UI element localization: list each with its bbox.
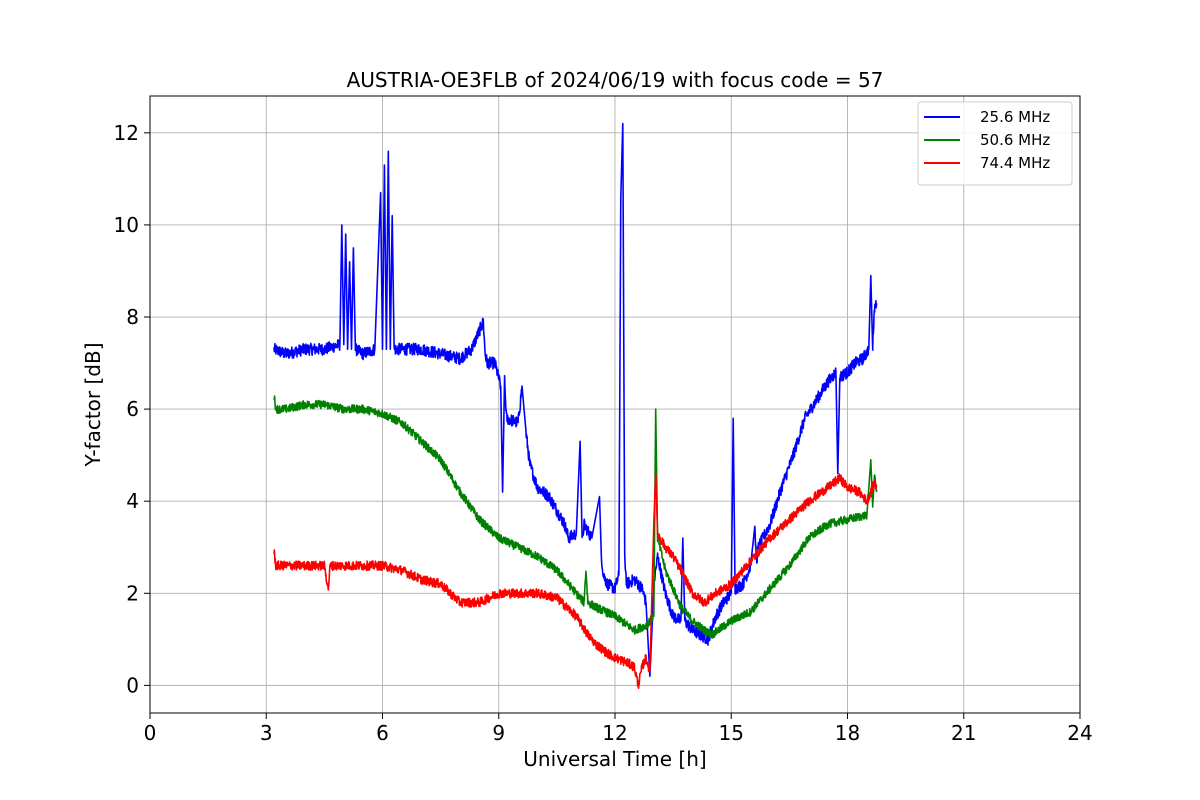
chart-title: AUSTRIA-OE3FLB of 2024/06/19 with focus … <box>347 68 884 92</box>
x-tick-label: 18 <box>835 721 860 745</box>
legend: 25.6 MHz 50.6 MHz 74.4 MHz <box>917 101 1073 186</box>
legend-label: 74.4 MHz <box>980 154 1050 172</box>
y-tick-label: 4 <box>126 489 139 513</box>
grid <box>149 96 1081 713</box>
legend-label: 50.6 MHz <box>980 131 1050 149</box>
legend-box <box>917 101 1073 186</box>
series-line-3 <box>273 472 878 689</box>
y-tick-label: 10 <box>114 213 139 237</box>
x-tick-label: 9 <box>492 721 505 745</box>
x-tick-label: 15 <box>719 721 744 745</box>
y-tick-label: 12 <box>114 121 139 145</box>
x-axis-label: Universal Time [h] <box>523 747 706 771</box>
y-tick-label: 8 <box>126 305 139 329</box>
x-tick-label: 24 <box>1067 721 1092 745</box>
series-line-2 <box>273 395 878 639</box>
y-tick-label: 0 <box>126 673 139 697</box>
series-line-1 <box>273 122 878 677</box>
y-tick-label: 2 <box>126 581 139 605</box>
x-tick-label: 21 <box>951 721 976 745</box>
x-tick-label: 6 <box>376 721 389 745</box>
series-lines <box>273 122 878 689</box>
legend-label: 25.6 MHz <box>980 108 1050 126</box>
x-tick-label: 12 <box>602 721 627 745</box>
y-tick-label: 6 <box>126 397 139 421</box>
y-axis-label: Y-factor [dB] <box>81 342 105 467</box>
x-tick-label: 0 <box>144 721 157 745</box>
x-tick-label: 3 <box>260 721 273 745</box>
